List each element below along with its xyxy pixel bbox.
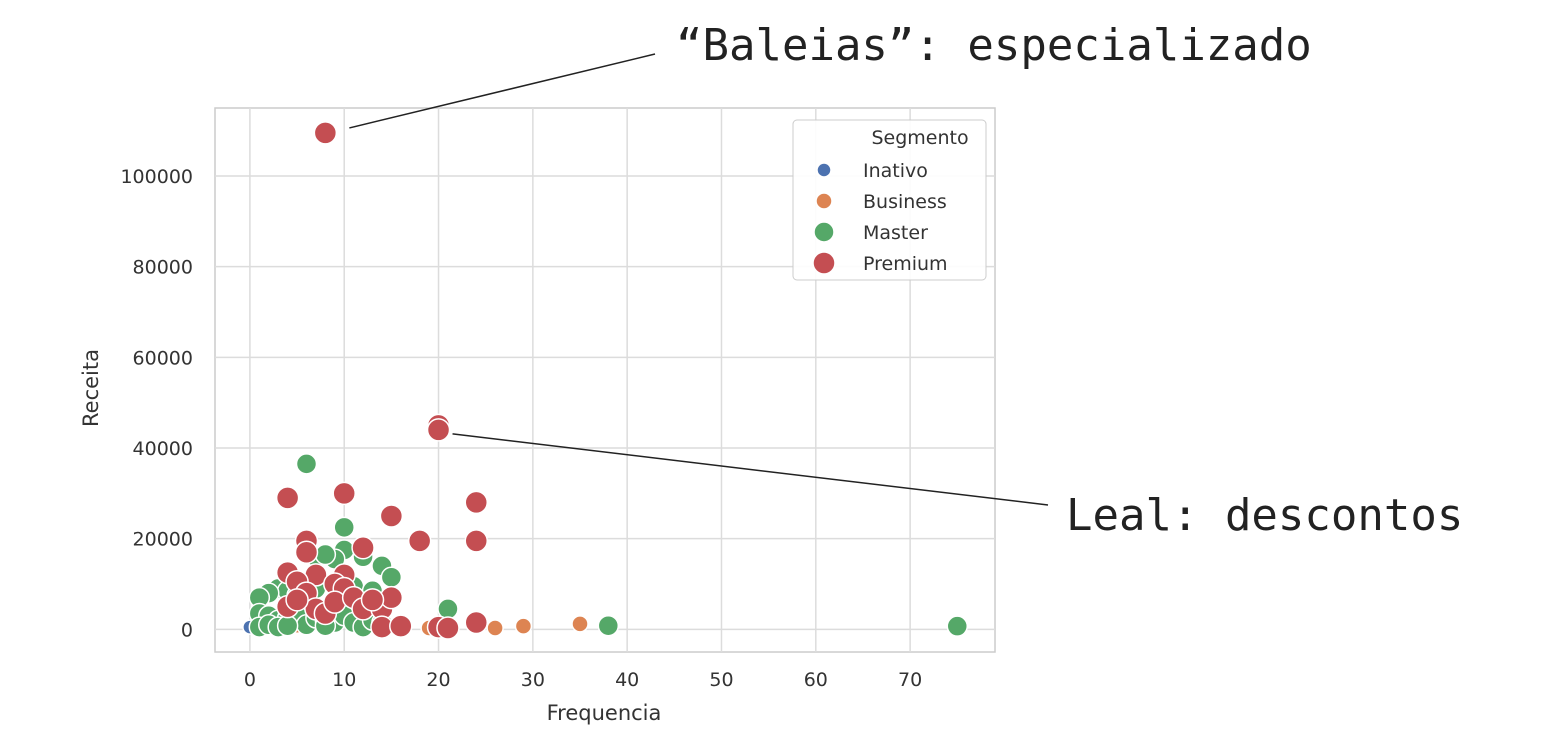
data-point — [295, 453, 318, 475]
data-point — [314, 543, 337, 566]
y-tick-label: 60000 — [133, 347, 193, 369]
legend-label: Inativo — [863, 160, 928, 182]
y-tick-label: 100000 — [120, 166, 193, 188]
annotation-leader-line-loyal — [452, 433, 1049, 506]
data-point — [379, 504, 404, 528]
x-tick-label: 30 — [521, 669, 545, 691]
data-point — [313, 121, 338, 145]
data-point — [946, 615, 969, 637]
legend-label: Master — [863, 222, 928, 244]
data-point — [389, 614, 413, 638]
annotation-loyal: Leal: descontos — [1066, 490, 1463, 541]
x-tick-label: 10 — [332, 669, 356, 691]
y-tick-label: 80000 — [133, 257, 193, 279]
x-tick-label: 0 — [244, 669, 256, 691]
data-point — [464, 610, 489, 635]
annotations: “Baleias”: especializado Leal: descontos — [349, 20, 1463, 541]
data-point — [464, 529, 489, 553]
data-point — [360, 588, 385, 612]
data-point — [333, 516, 355, 539]
y-tick-label: 0 — [181, 619, 193, 641]
x-tick-label: 40 — [615, 669, 639, 691]
legend: Segmento Inativo Business Master Premium — [792, 119, 987, 281]
data-point — [380, 566, 403, 588]
tick-labels: 0 10 20 30 40 50 60 70 0 20000 40000 60000 80000 1000… — [120, 166, 922, 691]
data-point — [571, 615, 589, 633]
data-point — [294, 540, 319, 565]
x-axis-label: Frequencia — [547, 701, 662, 725]
legend-label: Premium — [863, 253, 948, 275]
data-point — [407, 529, 432, 553]
legend-marker — [813, 221, 835, 243]
legend-title: Segmento — [871, 127, 968, 149]
y-axis-label: Receita — [79, 349, 103, 427]
data-point — [285, 588, 309, 612]
x-tick-label: 70 — [898, 669, 922, 691]
series-premium — [275, 121, 489, 640]
data-point — [464, 490, 489, 515]
legend-box — [792, 119, 987, 281]
legend-marker — [816, 162, 832, 178]
data-point — [276, 614, 299, 637]
data-points — [242, 121, 969, 640]
y-tick-label: 40000 — [133, 438, 193, 460]
data-point — [275, 486, 300, 510]
annotation-leader-line-whales — [349, 53, 656, 129]
data-point — [514, 617, 533, 635]
data-point — [332, 481, 356, 506]
data-point — [436, 616, 460, 640]
x-tick-label: 50 — [709, 669, 733, 691]
data-point — [597, 614, 620, 637]
data-point — [426, 418, 451, 442]
data-point — [486, 619, 504, 637]
annotation-whales: “Baleias”: especializado — [676, 20, 1312, 71]
x-tick-label: 60 — [804, 669, 828, 691]
y-tick-label: 20000 — [133, 529, 193, 551]
legend-marker — [812, 251, 836, 275]
legend-label: Business — [863, 191, 947, 213]
x-tick-label: 20 — [426, 669, 450, 691]
legend-marker — [815, 192, 833, 210]
data-point — [351, 535, 375, 560]
